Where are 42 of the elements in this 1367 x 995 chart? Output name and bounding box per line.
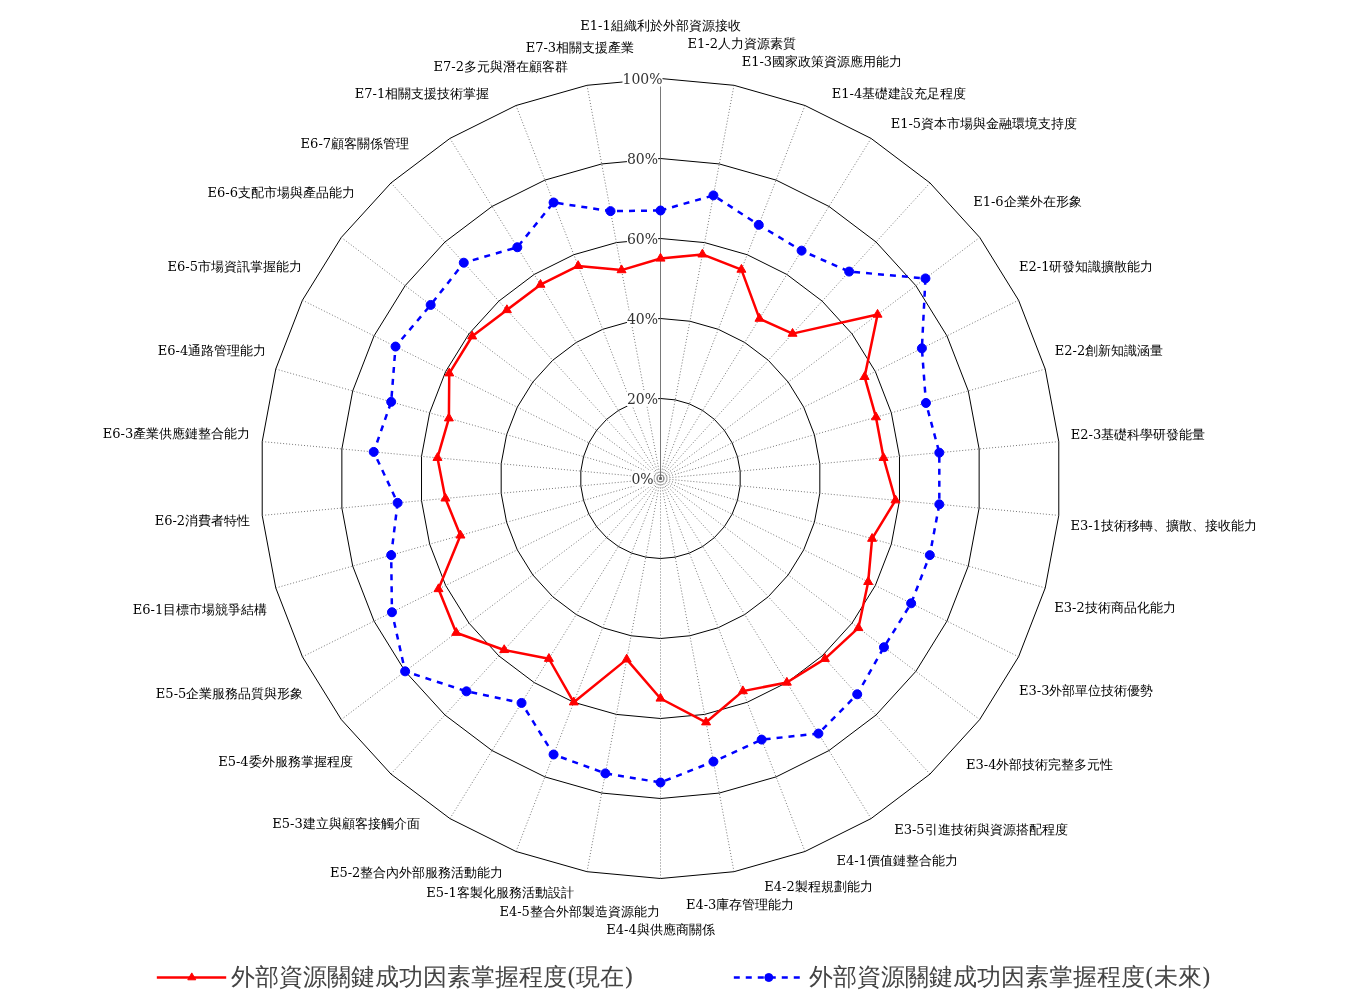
y-tick-label: 100% — [622, 70, 663, 87]
spoke-label: E5-2整合內外部服務活動能力 — [329, 864, 504, 880]
spoke-label: E3-2技術商品化能力 — [1054, 600, 1176, 616]
spoke-label: E4-3庫存管理能力 — [685, 897, 795, 913]
spoke-label: E6-7顧客關係管理 — [300, 135, 410, 151]
spoke-label: E3-1技術移轉、擴散、接收能力 — [1070, 517, 1257, 533]
spoke-label: E6-5市場資訊掌握能力 — [167, 259, 303, 275]
spoke-label: E3-3外部單位技術優勢 — [1019, 682, 1154, 698]
legend-label: 外部資源關鍵成功因素掌握程度(現在) — [230, 962, 634, 993]
y-tick-label: 40% — [626, 310, 659, 327]
spoke-label: E5-3建立與顧客接觸介面 — [272, 816, 420, 832]
spoke-label: E4-1價值鏈整合能力 — [836, 853, 958, 869]
spoke-label: E6-3產業供應鏈整合能力 — [102, 426, 251, 442]
y-tick-label: 80% — [626, 150, 659, 167]
y-tick-label: 0% — [631, 470, 654, 487]
spoke-label: E1-5資本市場與金融環境支持度 — [890, 116, 1078, 132]
spoke-label: E2-2創新知識涵量 — [1054, 343, 1164, 359]
spoke-label: E6-2消費者特性 — [154, 513, 251, 529]
spoke-label: E5-5企業服務品質與形象 — [155, 685, 304, 701]
spoke-label: E7-1相關支援技術掌握 — [354, 85, 490, 101]
spoke-label: E1-2人力資源素質 — [687, 36, 797, 52]
spoke-label: E5-1客製化服務活動設計 — [426, 885, 574, 901]
spoke-label: E7-2多元與潛在顧客群 — [433, 58, 569, 74]
spoke-label: E4-2製程規劃能力 — [764, 878, 873, 894]
spoke-label: E6-4通路管理能力 — [157, 343, 267, 359]
spoke-label: E6-1目標市場競爭結構 — [132, 602, 268, 618]
spoke-label: E3-5引進技術與資源搭配程度 — [894, 822, 1068, 838]
legend-label: 外部資源關鍵成功因素掌握程度(未來) — [808, 962, 1212, 993]
spoke-label: E2-1研發知識擴散能力 — [1019, 259, 1154, 275]
spoke-label: E5-4委外服務掌握程度 — [218, 754, 353, 770]
spoke-label: E1-6企業外在形象 — [973, 193, 1082, 209]
spoke-label: E1-1組織利於外部資源接收 — [580, 18, 741, 33]
spoke-label: E1-3國家政策資源應用能力 — [741, 54, 903, 70]
spoke-label: E7-3相關支援產業 — [525, 39, 635, 55]
spoke-label: E4-5整合外部製造資源能力 — [499, 903, 660, 919]
y-tick-label: 20% — [626, 390, 659, 407]
y-tick-label: 60% — [626, 230, 659, 247]
spoke-label: E1-4基礎建設充足程度 — [831, 85, 967, 101]
spoke-label: E4-4與供應商關係 — [606, 922, 715, 937]
spoke-label: E6-6支配市場與產品能力 — [207, 184, 355, 200]
spoke-label: E2-3基礎科學研發能量 — [1070, 426, 1206, 442]
spoke-label: E3-4外部技術完整多元性 — [966, 757, 1114, 773]
